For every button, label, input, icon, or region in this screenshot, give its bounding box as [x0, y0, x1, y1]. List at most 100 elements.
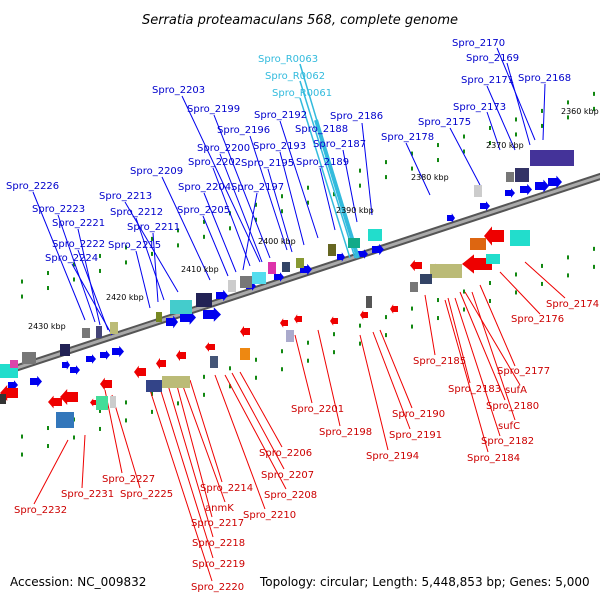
gene-label[interactable]: Spro_2197 [231, 182, 284, 193]
gene-label[interactable]: Spro_2208 [264, 490, 317, 501]
gene-label[interactable]: Spro_2176 [511, 314, 564, 325]
reverse-gene-arrow[interactable] [360, 310, 368, 320]
gene-label[interactable]: Spro_2224 [45, 253, 98, 264]
reverse-gene-arrow[interactable] [410, 259, 422, 272]
gene-label[interactable]: Spro_2189 [296, 157, 349, 168]
rna-gene-bar[interactable] [314, 119, 360, 259]
forward-gene-arrow[interactable] [372, 243, 384, 256]
forward-gene-arrow[interactable] [62, 360, 70, 370]
gene-label[interactable]: Spro_2193 [253, 141, 306, 152]
gene-label[interactable]: Spro_2200 [197, 143, 250, 154]
forward-gene-arrow[interactable] [520, 183, 532, 196]
forward-gene-arrow[interactable] [505, 188, 515, 198]
reverse-gene-arrow[interactable] [280, 318, 288, 328]
forward-gene-arrow[interactable] [535, 179, 549, 193]
gene-label[interactable]: Spro_2178 [381, 132, 434, 143]
forward-gene-arrow[interactable] [358, 249, 368, 259]
gene-label[interactable]: Spro_2192 [254, 110, 307, 121]
reverse-gene-arrow[interactable] [156, 357, 166, 370]
gene-label[interactable]: Spro_2210 [243, 510, 296, 521]
gene-label[interactable]: Spro_2206 [259, 448, 312, 459]
gene-label[interactable]: Spro_R0063 [258, 54, 318, 65]
gene-label[interactable]: Spro_2217 [191, 518, 244, 529]
gene-label[interactable]: Spro_2223 [32, 204, 85, 215]
gene-label[interactable]: Spro_2175 [418, 117, 471, 128]
forward-gene-arrow[interactable] [166, 315, 178, 329]
forward-gene-arrow[interactable] [70, 365, 80, 375]
gene-label[interactable]: Spro_2173 [453, 102, 506, 113]
forward-gene-arrow[interactable] [112, 345, 124, 358]
gene-label[interactable]: Spro_2170 [452, 38, 505, 49]
reverse-gene-arrow[interactable] [484, 226, 504, 246]
reverse-gene-arrow[interactable] [240, 325, 250, 338]
gene-label[interactable]: Spro_2219 [192, 559, 245, 570]
forward-gene-arrow[interactable] [86, 354, 96, 364]
gene-label[interactable]: Spro_2185 [413, 356, 466, 367]
gene-label[interactable]: Spro_2207 [261, 470, 314, 481]
gene-label[interactable]: Spro_2211 [127, 222, 180, 233]
gene-label[interactable]: Spro_2227 [102, 474, 155, 485]
gene-label[interactable]: Spro_2205 [177, 205, 230, 216]
reverse-gene-arrow[interactable] [48, 395, 62, 409]
forward-gene-arrow[interactable] [480, 201, 490, 211]
gene-label[interactable]: Spro_2182 [481, 436, 534, 447]
forward-gene-arrow[interactable] [274, 272, 284, 282]
gene-label[interactable]: Spro_2222 [52, 239, 105, 250]
gene-label[interactable]: Spro_2168 [518, 73, 571, 84]
gene-label[interactable]: Spro_2195 [241, 158, 294, 169]
reverse-gene-arrow[interactable] [176, 349, 186, 362]
gene-label[interactable]: Spro_2212 [110, 207, 163, 218]
gene-label[interactable]: Spro_2180 [486, 401, 539, 412]
gene-label[interactable]: Spro_2201 [291, 404, 344, 415]
gene-label[interactable]: Spro_2218 [192, 538, 245, 549]
forward-gene-arrow[interactable] [337, 252, 345, 262]
gene-label[interactable]: Spro_2194 [366, 451, 419, 462]
forward-gene-arrow[interactable] [548, 175, 562, 189]
gene-label[interactable]: sufC [498, 421, 520, 432]
reverse-gene-arrow[interactable] [462, 254, 492, 274]
gene-label[interactable]: Spro_2202 [188, 157, 241, 168]
forward-gene-arrow[interactable] [100, 350, 110, 360]
gene-label[interactable]: Spro_2188 [295, 124, 348, 135]
gene-label[interactable]: Spro_2198 [319, 427, 372, 438]
reverse-gene-arrow[interactable] [134, 365, 146, 379]
gene-label[interactable]: Spro_2187 [313, 139, 366, 150]
reverse-gene-arrow[interactable] [205, 342, 215, 352]
gene-label[interactable]: Spro_2231 [61, 489, 114, 500]
gene-label[interactable]: Spro_2215 [108, 240, 161, 251]
reverse-gene-arrow[interactable] [294, 314, 302, 324]
gene-label[interactable]: Spro_2177 [497, 366, 550, 377]
gene-label[interactable]: Spro_2174 [546, 299, 599, 310]
gene-label[interactable]: Spro_2220 [191, 582, 244, 593]
forward-gene-arrow[interactable] [8, 380, 18, 390]
forward-gene-arrow[interactable] [447, 213, 455, 223]
forward-gene-arrow[interactable] [203, 307, 221, 322]
gene-label[interactable]: Spro_2183 [448, 384, 501, 395]
gene-label[interactable]: sufA [505, 385, 527, 396]
gene-label[interactable]: Spro_R0061 [272, 88, 332, 99]
reverse-gene-arrow[interactable] [330, 316, 338, 326]
gene-label[interactable]: Spro_2190 [392, 409, 445, 420]
gene-label[interactable]: Spro_2184 [467, 453, 520, 464]
forward-gene-arrow[interactable] [216, 289, 228, 302]
forward-gene-arrow[interactable] [30, 375, 42, 388]
gene-label[interactable]: Spro_2221 [52, 218, 105, 229]
reverse-gene-arrow[interactable] [60, 389, 78, 405]
gene-label[interactable]: Spro_2203 [152, 85, 205, 96]
gene-label[interactable]: Spro_2213 [99, 191, 152, 202]
gene-label[interactable]: Spro_2186 [330, 111, 383, 122]
reverse-gene-arrow[interactable] [100, 377, 112, 391]
gene-label[interactable]: Spro_2169 [466, 53, 519, 64]
gene-label[interactable]: Spro_2171 [461, 75, 514, 86]
gene-label[interactable]: anmK [205, 503, 234, 514]
gene-label[interactable]: Spro_2232 [14, 505, 67, 516]
gene-label[interactable]: Spro_2204 [178, 182, 231, 193]
gene-label[interactable]: Spro_2191 [389, 430, 442, 441]
gene-label[interactable]: Spro_R0062 [265, 71, 325, 82]
gene-label[interactable]: Spro_2199 [187, 104, 240, 115]
gene-label[interactable]: Spro_2226 [6, 181, 59, 192]
gene-label[interactable]: Spro_2225 [120, 489, 173, 500]
gene-label[interactable]: Spro_2196 [217, 125, 270, 136]
gene-label[interactable]: Spro_2214 [200, 483, 253, 494]
reverse-gene-arrow[interactable] [390, 304, 398, 314]
